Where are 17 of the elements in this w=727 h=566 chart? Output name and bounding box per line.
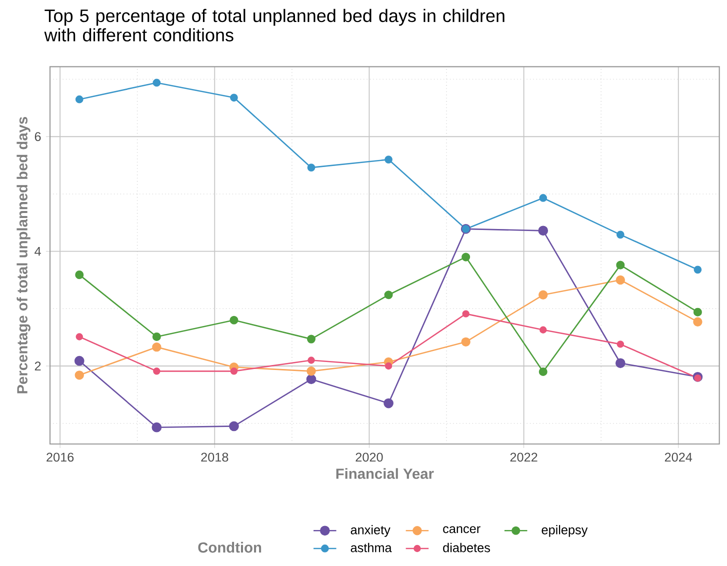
- y-tick-label: 2: [34, 362, 41, 370]
- legend-label: diabetes: [443, 542, 490, 552]
- y-axis-title: Percentage of total unplanned bed days: [16, 116, 30, 394]
- x-tick-label: 2016: [46, 452, 74, 462]
- x-tick-label: 2022: [510, 452, 538, 462]
- legend-label: cancer: [443, 526, 480, 534]
- x-tick-label: 2018: [201, 452, 228, 462]
- legend-title: Condtion: [198, 542, 262, 553]
- x-axis-title: Financial Year: [336, 468, 434, 479]
- x-tick-label: 2020: [356, 452, 383, 462]
- legend-label: anxiety: [350, 525, 390, 537]
- legend-label: asthma: [350, 542, 392, 552]
- x-tick-label: 2024: [664, 452, 692, 462]
- y-tick-label: 6: [34, 132, 41, 142]
- y-tick-label: 4: [34, 246, 41, 256]
- chart-title: Top 5 percentage of total unplanned bed days in children with different conditions: [44, 8, 504, 42]
- legend-label: epilepsy: [542, 525, 588, 537]
